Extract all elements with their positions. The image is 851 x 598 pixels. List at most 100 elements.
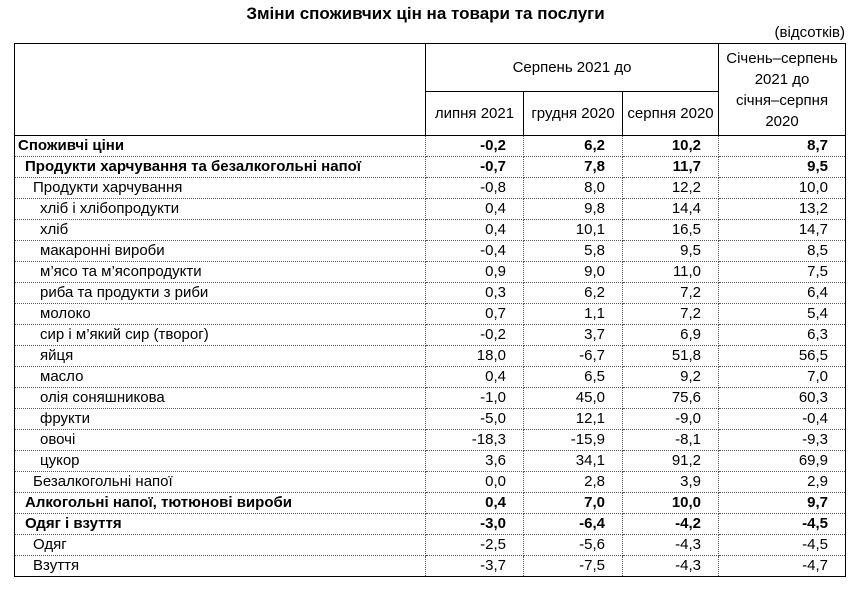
row-value: 0,9 — [425, 261, 524, 283]
row-value: 34,1 — [523, 450, 623, 472]
row-value: 11,0 — [621, 261, 720, 283]
page-title: Зміни споживчих цін на товари та послуги — [246, 4, 605, 23]
row-value: 75,6 — [621, 387, 720, 409]
row-label: Одяг і взуття — [14, 513, 426, 535]
table-row: сир і м’який сир (творог) -0,2 3,7 6,9 6,3 — [14, 324, 847, 346]
row-label: хліб і хлібопродукти — [14, 198, 426, 220]
row-label: Споживчі ціни — [14, 135, 426, 157]
row-label: риба та продукти з риби — [14, 282, 426, 304]
row-value: 0,7 — [425, 303, 524, 325]
table-row: Продукти харчування -0,8 8,0 12,2 10,0 — [14, 177, 847, 199]
table-body: Споживчі ціни -0,2 6,2 10,2 8,7 Продукти харч… — [14, 135, 847, 577]
row-value: 14,7 — [718, 219, 847, 241]
row-value: -4,2 — [621, 513, 720, 535]
price-change-table: Серпень 2021 до Січень–серпень 2021 до с… — [14, 43, 847, 577]
table-row: Алкогольні напої, тютюнові вироби 0,4 7,0 1… — [14, 492, 847, 514]
row-value: -9,3 — [718, 429, 847, 451]
row-value: 0,4 — [425, 198, 524, 220]
row-value: -7,5 — [523, 555, 623, 577]
row-value: 6,9 — [621, 324, 720, 346]
row-value: 8,0 — [523, 177, 623, 199]
row-value: -6,4 — [523, 513, 623, 535]
row-value: 3,7 — [523, 324, 623, 346]
row-value: 8,7 — [718, 135, 847, 157]
table-row: макаронні вироби -0,4 5,8 9,5 8,5 — [14, 240, 847, 262]
row-value: 7,0 — [718, 366, 847, 388]
row-value: 7,2 — [621, 282, 720, 304]
row-value: -9,0 — [621, 408, 720, 430]
header-sub-december-2020: грудня 2020 — [523, 91, 623, 136]
row-value: -2,5 — [425, 534, 524, 556]
row-value: 69,9 — [718, 450, 847, 472]
header-group-label: Серпень 2021 до — [424, 43, 720, 92]
row-value: -4,7 — [718, 555, 847, 577]
row-label: цукор — [14, 450, 426, 472]
row-value: 6,5 — [523, 366, 623, 388]
row-value: 7,5 — [718, 261, 847, 283]
row-label: Одяг — [14, 534, 426, 556]
row-value: 5,8 — [523, 240, 623, 262]
table-row: Безалкогольні напої 0,0 2,8 3,9 2,9 — [14, 471, 847, 493]
table-row: Продукти харчування та безалкогольні нап… — [14, 156, 847, 178]
row-label: Продукти харчування — [14, 177, 426, 199]
table-row: масло 0,4 6,5 9,2 7,0 — [14, 366, 847, 388]
table-row: овочі -18,3 -15,9 -8,1 -9,3 — [14, 429, 847, 451]
row-label: сир і м’який сир (творог) — [14, 324, 426, 346]
row-label: хліб — [14, 219, 426, 241]
row-value: 6,2 — [523, 282, 623, 304]
unit-note: (відсотків) — [774, 24, 845, 41]
row-value: -0,2 — [425, 135, 524, 157]
table-row: риба та продукти з риби 0,3 6,2 7,2 6,4 — [14, 282, 847, 304]
table-row: м’ясо та м’ясопродукти 0,9 9,0 11,0 7,5 — [14, 261, 847, 283]
row-value: 14,4 — [621, 198, 720, 220]
row-value: -0,4 — [718, 408, 847, 430]
row-value: 0,4 — [425, 492, 524, 514]
row-value: 56,5 — [718, 345, 847, 367]
row-value: 0,3 — [425, 282, 524, 304]
row-value: 9,7 — [718, 492, 847, 514]
table-row: олія соняшникова -1,0 45,0 75,6 60,3 — [14, 387, 847, 409]
row-value: -5,6 — [523, 534, 623, 556]
row-value: 10,2 — [621, 135, 720, 157]
row-value: 6,3 — [718, 324, 847, 346]
row-value: -18,3 — [425, 429, 524, 451]
row-value: 10,1 — [523, 219, 623, 241]
row-label: овочі — [14, 429, 426, 451]
row-value: -3,7 — [425, 555, 524, 577]
row-value: 18,0 — [425, 345, 524, 367]
header-empty-cell — [14, 43, 426, 136]
row-value: 60,3 — [718, 387, 847, 409]
row-label: Алкогольні напої, тютюнові вироби — [14, 492, 426, 514]
row-value: -4,5 — [718, 534, 847, 556]
row-label: Продукти харчування та безалкогольні нап… — [14, 156, 426, 178]
row-value: -0,2 — [425, 324, 524, 346]
row-value: 11,7 — [621, 156, 720, 178]
row-value: 7,0 — [523, 492, 623, 514]
row-value: 9,0 — [523, 261, 623, 283]
row-value: 0,4 — [425, 366, 524, 388]
row-value: 1,1 — [523, 303, 623, 325]
row-label: макаронні вироби — [14, 240, 426, 262]
row-value: 13,2 — [718, 198, 847, 220]
row-value: -4,3 — [621, 555, 720, 577]
table-row: Одяг і взуття -3,0 -6,4 -4,2 -4,5 — [14, 513, 847, 535]
table-row: Споживчі ціни -0,2 6,2 10,2 8,7 — [14, 135, 847, 157]
row-value: 9,8 — [523, 198, 623, 220]
table-row: хліб і хлібопродукти 0,4 9,8 14,4 13,2 — [14, 198, 847, 220]
row-value: 3,9 — [621, 471, 720, 493]
row-value: -0,8 — [425, 177, 524, 199]
row-value: 45,0 — [523, 387, 623, 409]
row-value: 7,2 — [621, 303, 720, 325]
header-period-label: Січень–серпень 2021 до січня–серпня 2020 — [718, 43, 847, 136]
row-label: олія соняшникова — [14, 387, 426, 409]
row-label: Взуття — [14, 555, 426, 577]
row-label: яйця — [14, 345, 426, 367]
table-row: хліб 0,4 10,1 16,5 14,7 — [14, 219, 847, 241]
row-value: 9,2 — [621, 366, 720, 388]
row-value: -15,9 — [523, 429, 623, 451]
row-value: -4,3 — [621, 534, 720, 556]
row-label: масло — [14, 366, 426, 388]
table-row: Взуття -3,7 -7,5 -4,3 -4,7 — [14, 555, 847, 577]
row-label: фрукти — [14, 408, 426, 430]
row-value: -5,0 — [425, 408, 524, 430]
